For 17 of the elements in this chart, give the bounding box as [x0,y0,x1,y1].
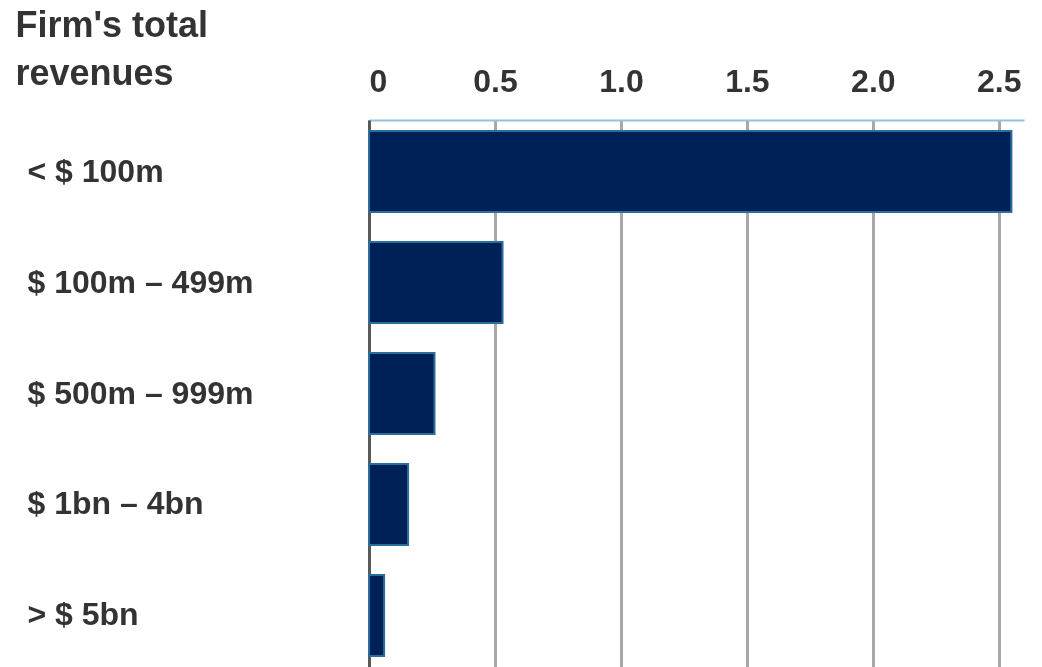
y-tick-label: $ 500m – 999m [27,374,254,411]
y-axis-title: Firm's total revenues [15,3,209,93]
y-tick-label: $ 1bn – 4bn [27,485,204,522]
bar [368,130,1013,214]
x-tick-label: 1.5 [725,62,770,99]
bar [368,573,386,657]
y-tick-label: < $ 100m [27,152,164,189]
x-tick-label: 0.5 [473,62,518,99]
x-tick-label: 1.0 [599,62,644,99]
bar [368,462,410,546]
y-tick-label: > $ 5bn [27,596,139,633]
x-tick-label: 2.0 [851,62,896,99]
y-tick-label: $ 100m – 499m [27,263,254,300]
x-tick-label: 2.5 [977,62,1022,99]
x-tick-label: 0 [369,62,388,99]
bar [368,241,504,325]
bar [368,352,436,435]
